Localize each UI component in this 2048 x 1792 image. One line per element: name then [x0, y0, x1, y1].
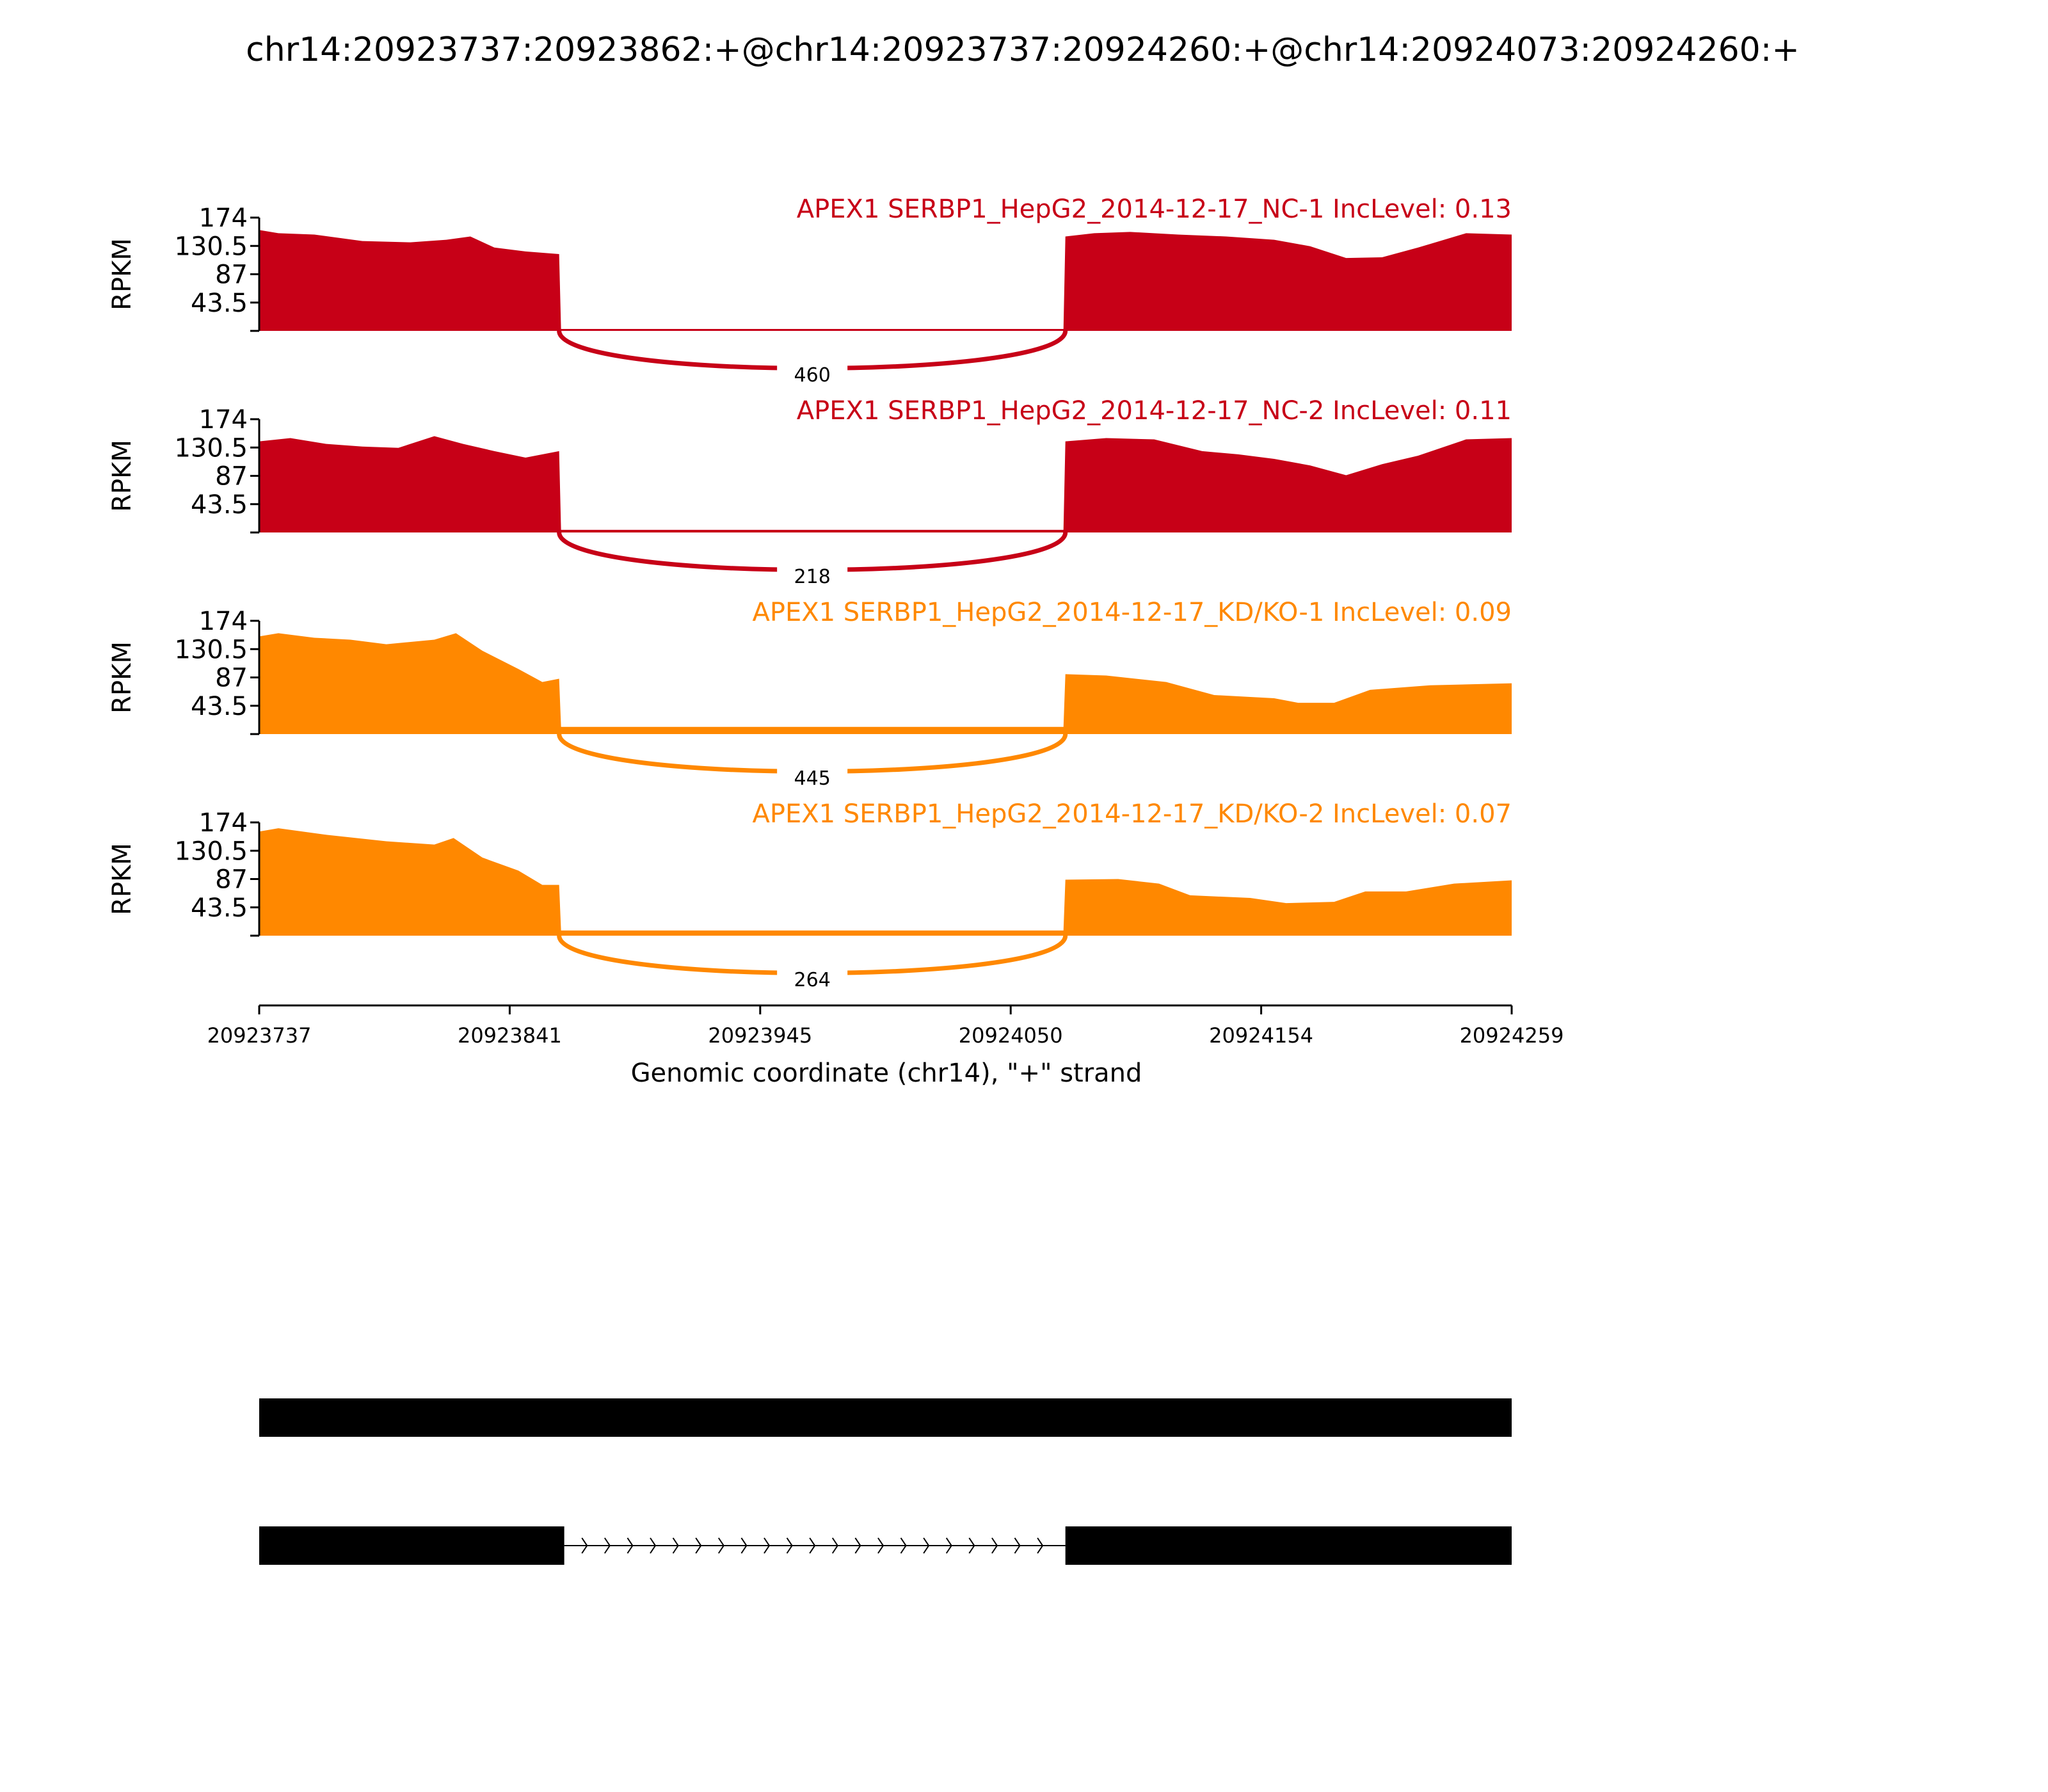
coverage-area — [259, 828, 1512, 936]
sample-label: APEX1 SERBP1_HepG2_2014-12-17_NC-2 IncLe… — [797, 396, 1512, 426]
strand-arrow — [945, 1537, 952, 1554]
gene-models — [259, 1398, 1512, 1565]
strand-arrow — [581, 1537, 588, 1554]
y-tick-label: 87 — [215, 664, 248, 693]
chart-title: chr14:20923737:20923862:+@chr14:20923737… — [246, 31, 1800, 69]
junction-arc — [557, 330, 1068, 371]
strand-arrow — [991, 1537, 998, 1554]
y-tick-label: 130.5 — [174, 635, 248, 664]
sample-label: APEX1 SERBP1_HepG2_2014-12-17_NC-1 IncLe… — [797, 195, 1512, 224]
y-axis-label: RPKM — [108, 238, 137, 310]
strand-arrow — [923, 1537, 930, 1554]
y-tick-label: 130.5 — [174, 836, 248, 866]
sample-label: APEX1 SERBP1_HepG2_2014-12-17_KD/KO-2 In… — [752, 799, 1512, 829]
strand-arrow — [627, 1537, 634, 1554]
sample-label: APEX1 SERBP1_HepG2_2014-12-17_KD/KO-1 In… — [752, 598, 1512, 627]
junction-count-bg — [777, 767, 848, 789]
y-tick-label: 87 — [215, 865, 248, 895]
y-tick-label: 174 — [199, 808, 248, 838]
junction-arc — [557, 733, 1068, 774]
y-axis-label: RPKM — [108, 843, 137, 915]
strand-arrow — [695, 1537, 702, 1554]
coverage-area — [259, 633, 1512, 734]
y-tick-label: 174 — [199, 607, 248, 636]
y-tick-label: 174 — [199, 405, 248, 435]
strand-arrow — [764, 1537, 771, 1554]
y-tick-label: 43.5 — [191, 490, 248, 520]
x-tick-label: 20923945 — [708, 1023, 812, 1048]
isoform-2-exon-1 — [259, 1526, 564, 1565]
junction-arc — [557, 935, 1068, 975]
y-tick-label: 87 — [215, 462, 248, 492]
strand-arrow — [877, 1537, 884, 1554]
junction-count-bg — [777, 566, 848, 588]
y-tick-label: 43.5 — [191, 289, 248, 318]
isoform-2-exon-2 — [1065, 1526, 1512, 1565]
junction-count-bg — [777, 364, 848, 386]
junction-count: 218 — [794, 566, 831, 588]
strand-arrow — [831, 1537, 838, 1554]
junction-arc — [557, 532, 1068, 572]
x-axis: 20923737 20923841 20923945 20924050 20924154… — [207, 1004, 1564, 1048]
strand-arrow — [740, 1537, 748, 1554]
x-tick-label: 20924050 — [959, 1023, 1063, 1048]
x-axis-label: Genomic coordinate (chr14), "+" strand — [631, 1059, 1142, 1088]
x-tick-label: 20924259 — [1460, 1023, 1564, 1048]
y-axis-label: RPKM — [108, 440, 137, 512]
strand-arrow — [809, 1537, 816, 1554]
y-tick-label: 87 — [215, 260, 248, 290]
junction-count: 264 — [794, 969, 831, 991]
coverage-area — [259, 230, 1512, 331]
strand-arrow — [968, 1537, 975, 1554]
x-tick-label: 20923737 — [207, 1023, 312, 1048]
strand-arrow — [650, 1537, 657, 1554]
junction-count-bg — [777, 969, 848, 991]
strand-arrow — [854, 1537, 861, 1554]
strand-arrow — [604, 1537, 611, 1554]
y-tick-label: 130.5 — [174, 433, 248, 463]
x-tick-label: 20924154 — [1209, 1023, 1313, 1048]
strand-arrow — [786, 1537, 793, 1554]
strand-arrow — [1037, 1537, 1044, 1554]
strand-arrow — [717, 1537, 724, 1554]
strand-arrow — [1014, 1537, 1021, 1554]
junction-count: 460 — [794, 364, 831, 387]
y-axis-label: RPKM — [108, 641, 137, 714]
x-tick-label: 20923841 — [458, 1023, 562, 1048]
strand-arrow — [672, 1537, 679, 1554]
y-tick-label: 130.5 — [174, 232, 248, 261]
y-tick-label: 174 — [199, 204, 248, 233]
junction-count: 445 — [794, 767, 831, 790]
y-tick-label: 43.5 — [191, 893, 248, 923]
y-tick-label: 43.5 — [191, 692, 248, 721]
isoform-1-exon — [259, 1398, 1512, 1437]
strand-arrow — [900, 1537, 907, 1554]
coverage-area — [259, 436, 1512, 532]
